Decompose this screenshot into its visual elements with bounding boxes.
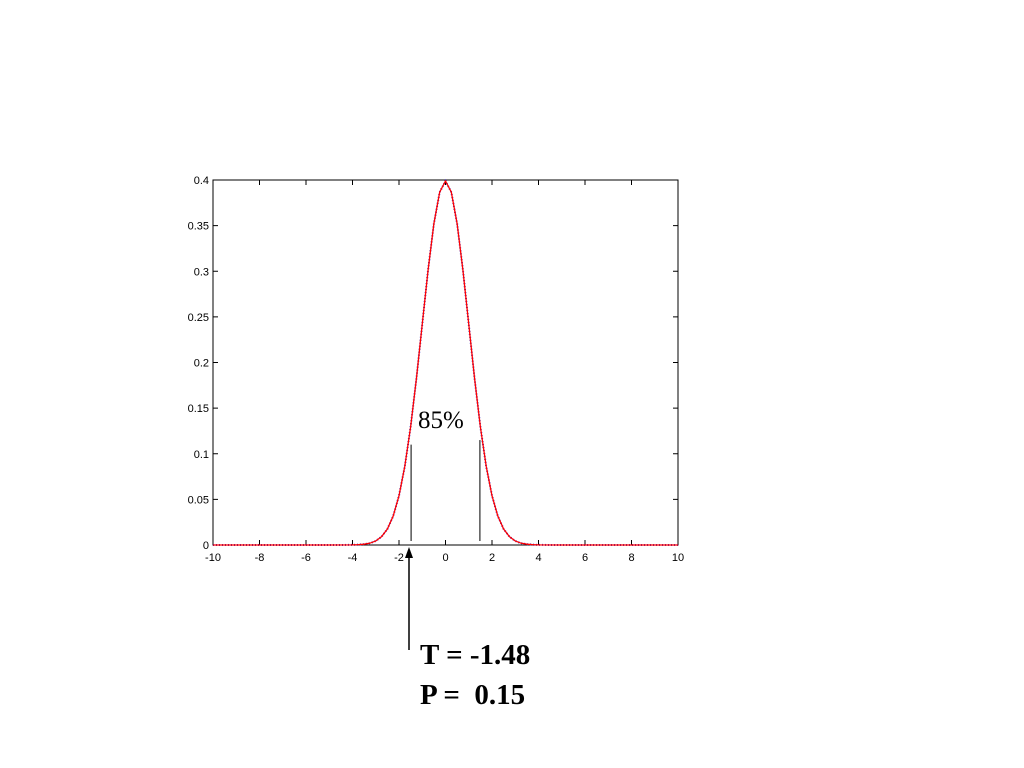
y-tick-label: 0.4 bbox=[194, 175, 209, 187]
x-tick-label: 4 bbox=[535, 552, 541, 564]
arrow-head bbox=[405, 547, 413, 558]
x-tick-label: 10 bbox=[672, 552, 684, 564]
y-tick-label: 0.15 bbox=[188, 403, 209, 415]
x-tick-label: 2 bbox=[489, 552, 495, 564]
x-tick-label: -6 bbox=[301, 552, 311, 564]
curve bbox=[213, 179, 678, 546]
y-tick-label: 0 bbox=[203, 540, 209, 552]
x-tick-label: -2 bbox=[394, 552, 404, 564]
y-tick-label: 0.25 bbox=[188, 312, 209, 324]
x-tick-label: 0 bbox=[442, 552, 448, 564]
plot-frame bbox=[212, 179, 679, 546]
x-tick-label: 8 bbox=[628, 552, 634, 564]
y-tick-label: 0.2 bbox=[194, 358, 209, 370]
t-statistic: T = -1.48 bbox=[420, 639, 530, 671]
y-tick-label: 0.05 bbox=[188, 494, 209, 506]
x-tick-label: 6 bbox=[582, 552, 588, 564]
y-tick-label: 0.3 bbox=[194, 266, 209, 278]
area-label: 85% bbox=[418, 407, 464, 434]
x-tick-label: -10 bbox=[205, 552, 221, 564]
y-tick-label: 0.35 bbox=[188, 221, 209, 233]
p-value: P = 0.15 bbox=[420, 679, 525, 711]
x-tick-label: -8 bbox=[255, 552, 265, 564]
x-tick-label: -4 bbox=[348, 552, 358, 564]
y-tick-label: 0.1 bbox=[194, 449, 209, 461]
